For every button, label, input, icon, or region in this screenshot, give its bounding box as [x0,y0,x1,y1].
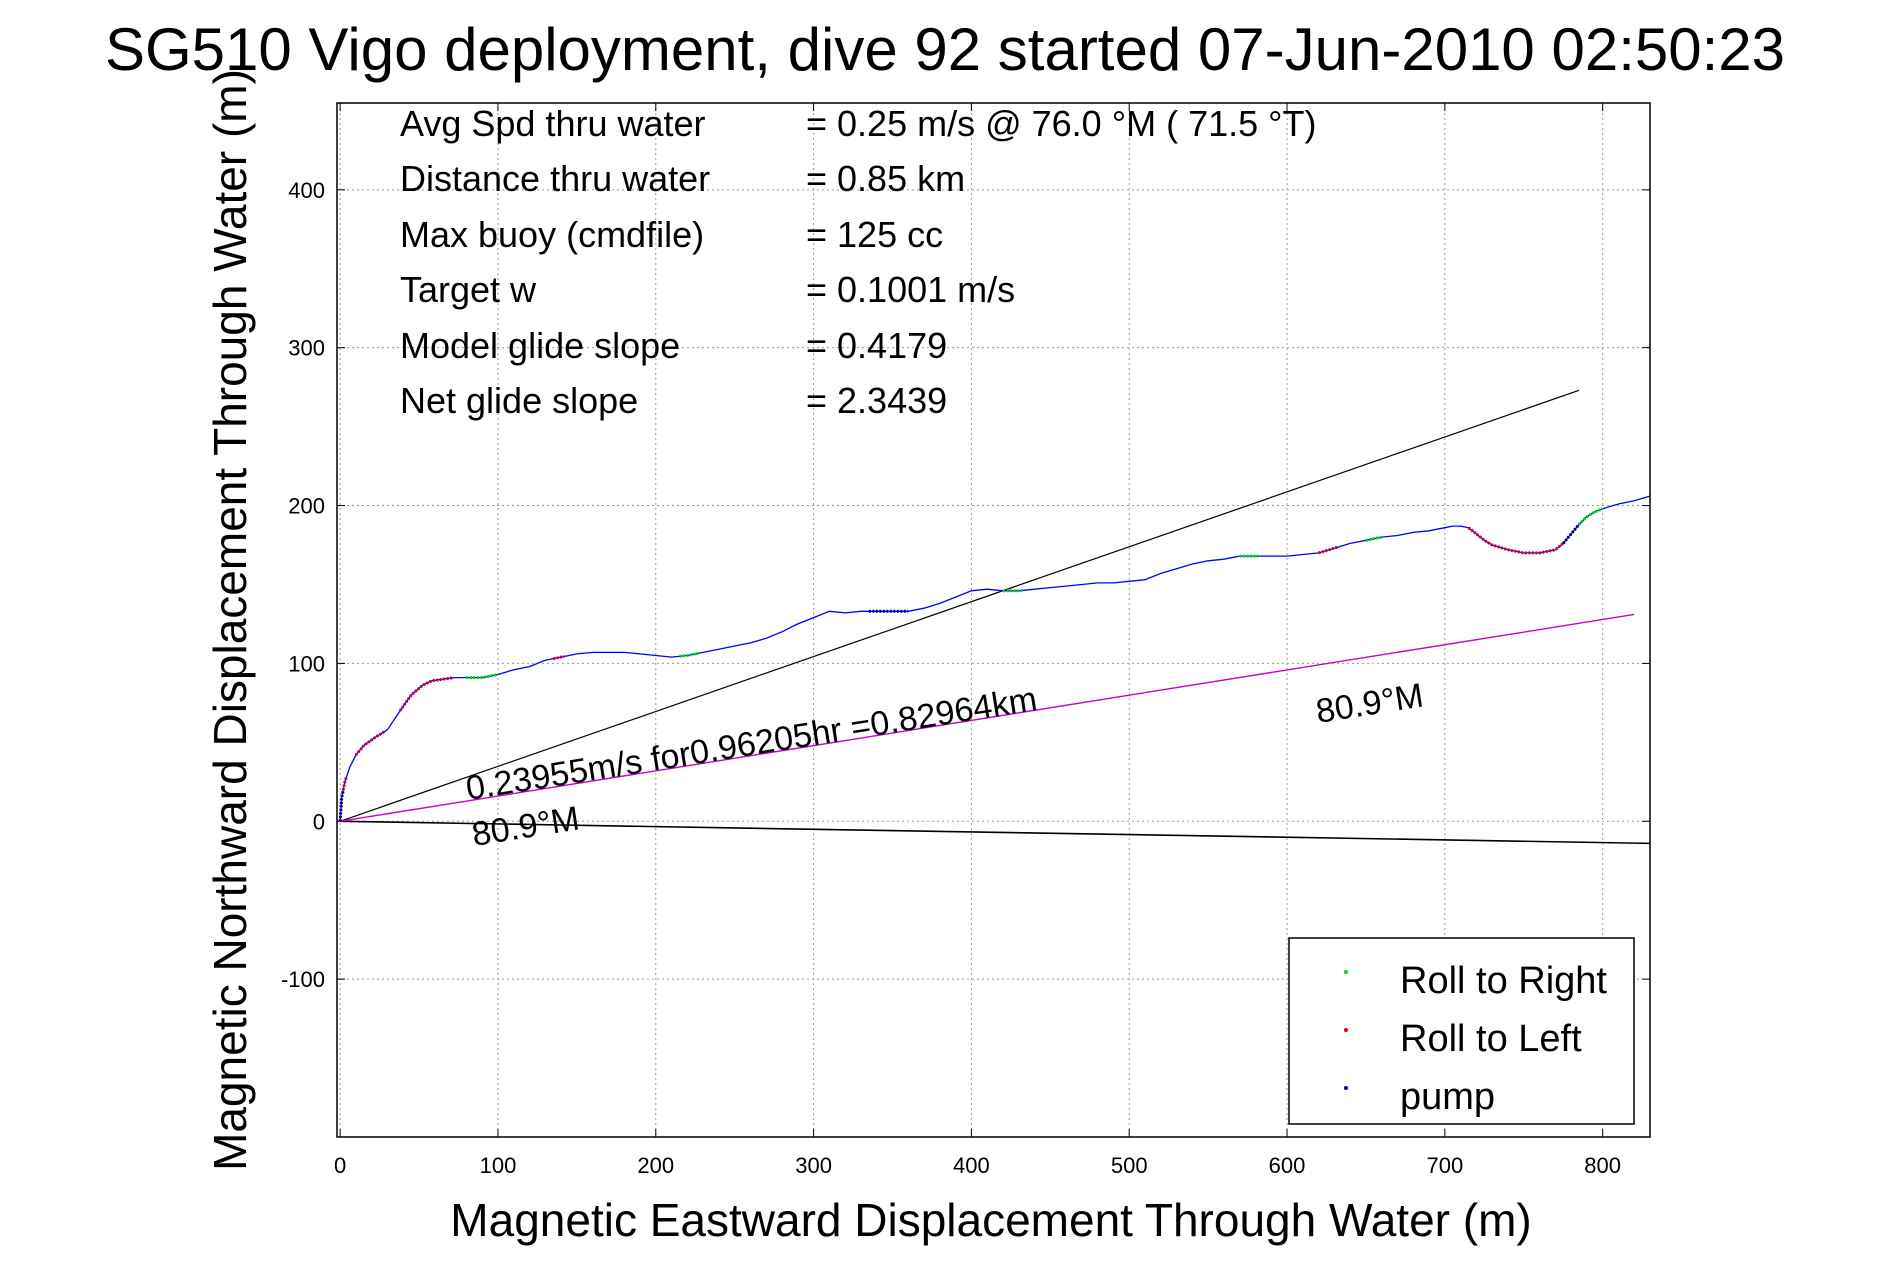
x-tick-label: 200 [637,1153,674,1178]
x-tick-label: 400 [953,1153,990,1178]
legend-marker-roll-left [1344,1028,1348,1032]
info-label: Avg Spd thru water [400,103,706,144]
info-value: = 0.85 km [806,158,965,199]
reference-lines [339,389,1651,845]
info-label: Net glide slope [400,380,638,421]
heading-line-lower [340,820,1651,845]
legend-label-pump: pump [1400,1076,1495,1118]
info-box: Avg Spd thru water = 0.25 m/s @ 76.0 °M … [400,103,1317,421]
x-tick-label: 300 [795,1153,832,1178]
info-value: = 0.4179 [806,325,947,366]
current-line [340,613,1635,822]
segment-series [338,507,1604,822]
plot-frame [336,102,1651,1138]
roll-left-segment [1467,526,1565,555]
info-value: = 0.1001 m/s [806,269,1015,310]
legend-marker-pump [1344,1086,1348,1090]
y-tick-label: 300 [288,336,325,361]
info-value: = 2.3439 [806,380,947,421]
x-tick-label: 100 [480,1153,517,1178]
roll-left-segment [398,676,455,712]
heading-annotation-near: 80.9°M [469,799,582,853]
info-label: Distance thru water [400,158,710,199]
x-tick-label: 700 [1426,1153,1463,1178]
heading-annotation-far: 80.9°M [1313,676,1426,730]
roll-right-segment [466,673,499,680]
info-label: Max buoy (cmdfile) [400,214,704,255]
current-annotation: 0.23955m/s for0.96205hr =0.82964km [463,680,1039,808]
x-axis: 0 100 200 300 400 500 600 700 800 [334,103,1621,1178]
roll-right-segment [1365,535,1383,542]
legend: Roll to Right Roll to Left pump [1288,937,1635,1125]
info-label: Model glide slope [400,325,680,366]
x-tick-label: 800 [1584,1153,1621,1178]
y-axis-label: Magnetic Northward Displacement Through … [204,69,256,1171]
chart-title: SG510 Vigo deployment, dive 92 started 0… [105,16,1785,83]
roll-right-segment [1577,507,1604,526]
x-tick-label: 0 [334,1153,346,1178]
x-axis-label: Magnetic Eastward Displacement Through W… [450,1194,1531,1246]
legend-label-roll-left: Roll to Left [1400,1018,1582,1060]
roll-left-segment [354,730,386,756]
y-tick-label: 0 [313,809,325,834]
y-tick-label: 400 [288,178,325,203]
heading-line-upper [339,389,1580,822]
x-tick-label: 500 [1111,1153,1148,1178]
y-tick-label: -100 [281,967,325,992]
legend-marker-roll-right [1344,970,1348,974]
legend-label-roll-right: Roll to Right [1400,960,1607,1002]
y-tick-label: 200 [288,494,325,519]
x-tick-label: 600 [1269,1153,1306,1178]
info-label: Target w [400,269,537,310]
y-axis: -100 0 100 200 300 400 [281,178,1650,992]
pump-segment [338,789,345,822]
y-tick-label: 100 [288,651,325,676]
pump-segment [1562,523,1581,545]
roll-left-segment [552,655,565,661]
info-value: = 0.25 m/s @ 76.0 °M ( 71.5 °T) [806,103,1317,144]
info-value: = 125 cc [806,214,943,255]
